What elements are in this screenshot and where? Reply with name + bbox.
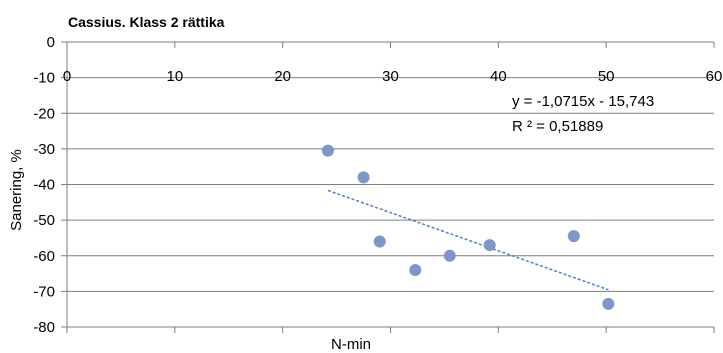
r-squared-prefix: R ² =	[512, 118, 549, 135]
data-point	[483, 239, 496, 252]
y-tick-label: -10	[33, 70, 55, 87]
x-tick-label: 30	[382, 68, 399, 85]
x-tick-label: 50	[598, 68, 615, 85]
axes	[61, 41, 715, 333]
x-tick-label: 60	[706, 68, 723, 85]
x-tick-labels: 0 10 20 30 40 50 60	[63, 68, 723, 85]
data-point	[443, 249, 456, 262]
r-squared: R ² = 0,51889	[512, 118, 603, 135]
r-squared-value: 0,51889	[549, 118, 603, 135]
data-point	[373, 235, 386, 248]
data-point	[409, 264, 422, 276]
y-tick-label: -20	[33, 105, 55, 122]
data-points	[321, 144, 615, 310]
x-tick-label: 10	[166, 68, 183, 85]
data-point	[321, 144, 334, 157]
x-tick-label: 20	[274, 68, 291, 85]
y-tick-label: -60	[33, 248, 55, 265]
y-tick-label: -80	[33, 319, 55, 336]
y-tick-label: -70	[33, 283, 55, 300]
trendline-line	[327, 189, 609, 291]
y-tick-labels: 0 -10 -20 -30 -40 -50 -60 -70 -80	[33, 34, 55, 336]
y-tick-label: -50	[33, 212, 55, 229]
x-tick-label: 0	[63, 68, 71, 85]
trendline-equation: y = -1,0715x - 15,743	[512, 93, 654, 110]
y-axis-label: Sanering, %	[8, 149, 25, 231]
chart-title: Cassius. Klass 2 rättika	[68, 14, 225, 30]
y-tick-label: -40	[33, 177, 55, 194]
y-tick-label: 0	[47, 34, 55, 51]
data-point	[602, 297, 615, 310]
x-tick-label: 40	[490, 68, 507, 85]
data-point	[357, 171, 370, 184]
trendline	[327, 189, 609, 291]
y-tick-label: -30	[33, 141, 55, 158]
data-point	[567, 230, 580, 243]
x-axis-label: N-min	[331, 336, 371, 353]
